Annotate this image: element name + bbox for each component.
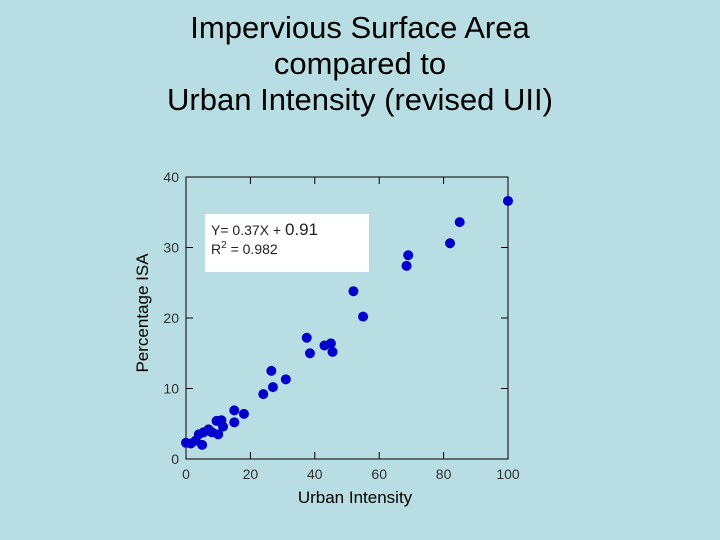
data-point: [503, 195, 513, 206]
data-point: [304, 348, 315, 359]
y-tick-label: 40: [163, 169, 179, 185]
r2-prefix: R: [211, 241, 221, 257]
equation-text: Y= 0.37X + 0.91: [211, 220, 318, 239]
data-point: [358, 311, 369, 322]
data-point: [325, 338, 336, 349]
title-line-1: Impervious Surface Area: [190, 10, 530, 45]
data-point: [218, 421, 229, 432]
y-axis-label: Percentage ISA: [133, 253, 152, 373]
x-tick-label: 0: [182, 466, 190, 482]
x-tick-label: 60: [371, 466, 387, 482]
data-point: [258, 389, 269, 400]
data-point: [213, 429, 224, 440]
tick-labels: 0 20 40 60 80 100 0 10 20 30 40: [163, 169, 519, 482]
y-tick-label: 10: [163, 381, 179, 397]
data-point: [348, 286, 359, 297]
r2-value: = 0.982: [227, 241, 278, 257]
regression-annotation: Y= 0.37X + 0.91 R2 = 0.982: [205, 214, 369, 272]
x-tick-label: 80: [436, 466, 452, 482]
data-point: [238, 408, 249, 419]
x-axis-label: Urban Intensity: [298, 488, 413, 507]
x-tick-label: 40: [307, 466, 323, 482]
equation-prefix: Y= 0.37X +: [211, 222, 285, 238]
data-point: [301, 332, 312, 343]
data-points: [181, 195, 513, 450]
data-point: [229, 417, 240, 428]
title-line-2: compared to: [273, 46, 447, 81]
y-tick-label: 30: [163, 240, 179, 256]
data-point: [266, 365, 277, 376]
title-line-3: Urban Intensity (revised UII): [167, 82, 553, 117]
data-point: [280, 374, 291, 385]
r2-superscript: 2: [221, 240, 227, 251]
data-point: [197, 439, 208, 450]
r-squared-text: R2 = 0.982: [211, 240, 278, 257]
data-point: [229, 405, 240, 416]
data-point: [445, 238, 456, 249]
data-point: [327, 346, 338, 357]
y-tick-label: 20: [163, 310, 179, 326]
data-point: [267, 382, 278, 393]
annotation-box: [205, 214, 369, 272]
x-tick-label: 100: [496, 466, 520, 482]
equation-intercept: 0.91: [285, 220, 318, 239]
data-point: [403, 250, 414, 261]
chart-title: Impervious Surface Area compared to Urba…: [0, 10, 720, 118]
data-point: [401, 260, 412, 271]
axis-ticks: [185, 176, 509, 460]
data-point: [454, 217, 465, 228]
x-tick-label: 20: [243, 466, 259, 482]
y-tick-label: 0: [171, 451, 179, 467]
